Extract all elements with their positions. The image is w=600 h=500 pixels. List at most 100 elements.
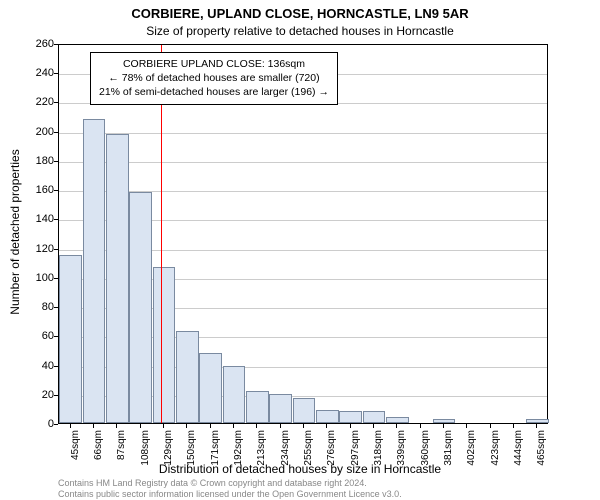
- bar: [316, 410, 339, 423]
- x-tick-mark: [93, 424, 94, 428]
- y-tick-mark: [54, 44, 58, 45]
- x-tick-mark: [420, 424, 421, 428]
- x-tick-label: 318sqm: [373, 430, 384, 480]
- x-tick-mark: [303, 424, 304, 428]
- bar: [293, 398, 316, 423]
- chart-title: CORBIERE, UPLAND CLOSE, HORNCASTLE, LN9 …: [0, 6, 600, 21]
- x-tick-mark: [466, 424, 467, 428]
- y-tick-mark: [54, 249, 58, 250]
- annotation-box: CORBIERE UPLAND CLOSE: 136sqm ← 78% of d…: [90, 52, 338, 105]
- x-tick-label: 234sqm: [280, 430, 291, 480]
- y-tick-label: 100: [14, 272, 54, 284]
- footer-line1: Contains HM Land Registry data © Crown c…: [58, 478, 402, 489]
- y-tick-label: 120: [14, 243, 54, 255]
- x-tick-label: 45sqm: [70, 430, 81, 480]
- x-tick-mark: [233, 424, 234, 428]
- x-tick-label: 276sqm: [326, 430, 337, 480]
- y-tick-label: 240: [14, 67, 54, 79]
- bar: [129, 192, 152, 423]
- y-tick-mark: [54, 219, 58, 220]
- footer-line2: Contains public sector information licen…: [58, 489, 402, 500]
- x-tick-mark: [256, 424, 257, 428]
- x-tick-mark: [490, 424, 491, 428]
- y-tick-label: 40: [14, 360, 54, 372]
- x-tick-mark: [373, 424, 374, 428]
- y-tick-label: 20: [14, 389, 54, 401]
- x-tick-mark: [536, 424, 537, 428]
- x-tick-label: 192sqm: [233, 430, 244, 480]
- bar: [386, 417, 409, 423]
- y-tick-mark: [54, 395, 58, 396]
- bar: [199, 353, 222, 423]
- bar: [526, 419, 549, 423]
- x-tick-label: 171sqm: [210, 430, 221, 480]
- x-tick-label: 444sqm: [513, 430, 524, 480]
- x-tick-label: 423sqm: [490, 430, 501, 480]
- x-tick-label: 87sqm: [116, 430, 127, 480]
- bar: [339, 411, 362, 423]
- y-tick-mark: [54, 190, 58, 191]
- annotation-line3: 21% of semi-detached houses are larger (…: [99, 85, 329, 99]
- x-tick-mark: [163, 424, 164, 428]
- y-tick-label: 140: [14, 213, 54, 225]
- y-tick-mark: [54, 336, 58, 337]
- y-tick-mark: [54, 132, 58, 133]
- x-tick-mark: [443, 424, 444, 428]
- x-tick-mark: [513, 424, 514, 428]
- y-tick-label: 60: [14, 330, 54, 342]
- footer: Contains HM Land Registry data © Crown c…: [58, 478, 402, 500]
- bar: [246, 391, 269, 423]
- y-tick-mark: [54, 307, 58, 308]
- bar: [83, 119, 106, 423]
- x-tick-label: 255sqm: [303, 430, 314, 480]
- y-tick-label: 0: [14, 418, 54, 430]
- annotation-line1: CORBIERE UPLAND CLOSE: 136sqm: [99, 57, 329, 71]
- x-tick-mark: [350, 424, 351, 428]
- bar: [269, 394, 292, 423]
- x-tick-mark: [326, 424, 327, 428]
- x-tick-label: 339sqm: [396, 430, 407, 480]
- x-tick-label: 360sqm: [420, 430, 431, 480]
- y-tick-label: 80: [14, 301, 54, 313]
- y-tick-label: 220: [14, 96, 54, 108]
- x-tick-label: 108sqm: [140, 430, 151, 480]
- y-tick-mark: [54, 366, 58, 367]
- bar: [106, 134, 129, 423]
- x-tick-label: 66sqm: [93, 430, 104, 480]
- x-tick-label: 381sqm: [443, 430, 454, 480]
- y-tick-label: 260: [14, 38, 54, 50]
- x-tick-mark: [396, 424, 397, 428]
- bar: [59, 255, 82, 423]
- x-tick-label: 297sqm: [350, 430, 361, 480]
- bar: [223, 366, 246, 423]
- y-tick-mark: [54, 73, 58, 74]
- x-tick-label: 465sqm: [536, 430, 547, 480]
- y-tick-label: 200: [14, 126, 54, 138]
- x-tick-label: 402sqm: [466, 430, 477, 480]
- y-tick-mark: [54, 161, 58, 162]
- bar: [153, 267, 176, 423]
- bar: [176, 331, 199, 423]
- x-tick-mark: [116, 424, 117, 428]
- x-tick-mark: [140, 424, 141, 428]
- x-tick-mark: [186, 424, 187, 428]
- y-tick-label: 180: [14, 155, 54, 167]
- x-tick-mark: [70, 424, 71, 428]
- bar: [433, 419, 456, 423]
- y-tick-mark: [54, 278, 58, 279]
- gridline: [59, 162, 547, 163]
- annotation-line2: ← 78% of detached houses are smaller (72…: [99, 71, 329, 85]
- chart-subtitle: Size of property relative to detached ho…: [0, 24, 600, 38]
- x-tick-label: 150sqm: [186, 430, 197, 480]
- y-tick-mark: [54, 424, 58, 425]
- x-tick-mark: [210, 424, 211, 428]
- x-tick-label: 213sqm: [256, 430, 267, 480]
- gridline: [59, 133, 547, 134]
- y-axis-label: Number of detached properties: [8, 149, 22, 314]
- y-tick-mark: [54, 102, 58, 103]
- bar: [363, 411, 386, 423]
- x-tick-label: 129sqm: [163, 430, 174, 480]
- x-tick-mark: [280, 424, 281, 428]
- x-axis-label: Distribution of detached houses by size …: [0, 462, 600, 476]
- y-tick-label: 160: [14, 184, 54, 196]
